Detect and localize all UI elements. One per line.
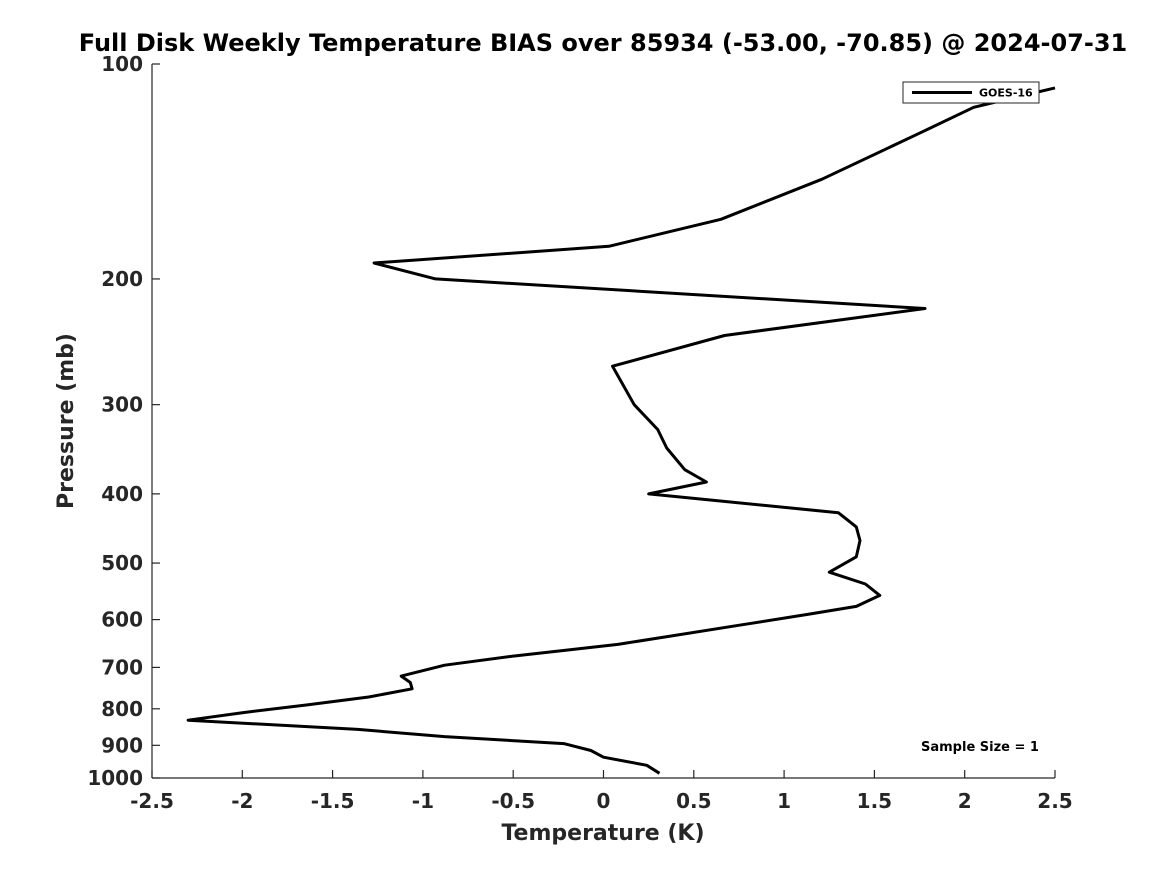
x-tick-label: -1: [412, 789, 434, 813]
plot-area: [152, 64, 1055, 778]
y-tick-label: 1000: [87, 766, 143, 790]
legend-label: GOES-16: [979, 87, 1033, 100]
y-tick-label: 600: [101, 608, 143, 632]
legend: GOES-16: [902, 81, 1040, 104]
chart-title: Full Disk Weekly Temperature BIAS over 8…: [79, 29, 1127, 57]
x-tick-label: -2: [231, 789, 253, 813]
x-tick-label: -2.5: [130, 789, 174, 813]
y-tick-label: 400: [101, 482, 143, 506]
x-tick-label: -1.5: [311, 789, 355, 813]
x-axis-ticks: -2.5 -2 -1.5 -1 -0.5 0 0.5 1 1.5 2 2.5: [130, 770, 1073, 813]
y-tick-label: 100: [101, 52, 143, 76]
x-tick-label: 2: [958, 789, 972, 813]
y-tick-label: 500: [101, 551, 143, 575]
x-axis-label: Temperature (K): [501, 821, 704, 846]
x-tick-label: 2.5: [1037, 789, 1072, 813]
x-tick-label: 1.5: [857, 789, 892, 813]
sample-size-annotation: Sample Size = 1: [921, 740, 1039, 755]
series-group: [186, 86, 1056, 775]
series-line: [186, 86, 1056, 775]
y-axis-ticks: 100 200 300 400 500 600 700 800 900 1000: [87, 52, 160, 790]
x-tick-label: -0.5: [491, 789, 535, 813]
y-tick-label: 900: [101, 733, 143, 757]
x-tick-label: 0.5: [676, 789, 711, 813]
y-tick-label: 300: [101, 393, 143, 417]
x-tick-label: 1: [777, 789, 791, 813]
y-axis-label: Pressure (mb): [54, 333, 79, 509]
y-tick-label: 700: [101, 655, 143, 679]
x-tick-label: 0: [597, 789, 611, 813]
y-tick-label: 200: [101, 267, 143, 291]
y-tick-label: 800: [101, 697, 143, 721]
